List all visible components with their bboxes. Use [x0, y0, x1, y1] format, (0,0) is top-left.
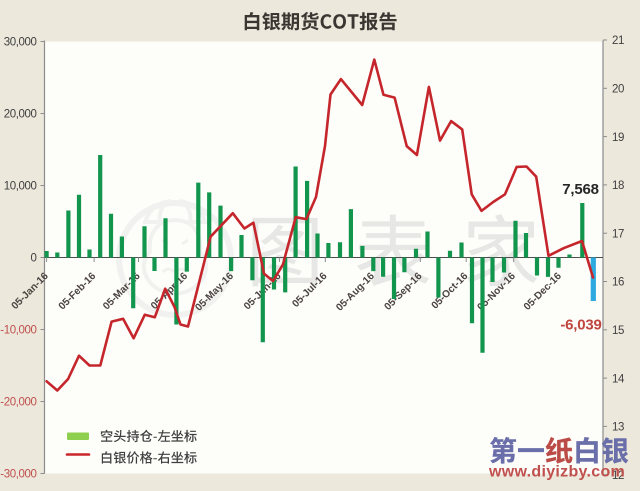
svg-text:-20,000: -20,000	[0, 397, 36, 409]
svg-text:-10,000: -10,000	[0, 325, 36, 337]
svg-text:20,000: 20,000	[4, 109, 37, 121]
svg-text:17: 17	[612, 228, 624, 240]
svg-text:10,000: 10,000	[4, 181, 37, 193]
svg-text:19: 19	[612, 132, 624, 144]
svg-text:12: 12	[612, 470, 624, 482]
svg-text:0: 0	[31, 253, 37, 265]
svg-text:16: 16	[612, 277, 624, 289]
svg-text:20: 20	[612, 84, 624, 96]
svg-text:13: 13	[612, 422, 624, 434]
svg-text:www.diyizby.com: www.diyizby.com	[488, 464, 625, 481]
svg-text:7,568: 7,568	[562, 181, 599, 198]
svg-text:15: 15	[612, 325, 624, 337]
svg-text:-6,039: -6,039	[560, 317, 601, 334]
svg-text:21: 21	[612, 35, 624, 47]
svg-text:18: 18	[612, 180, 624, 192]
svg-text:14: 14	[612, 373, 625, 385]
svg-text:-30,000: -30,000	[0, 469, 36, 481]
svg-text:30,000: 30,000	[4, 37, 37, 49]
